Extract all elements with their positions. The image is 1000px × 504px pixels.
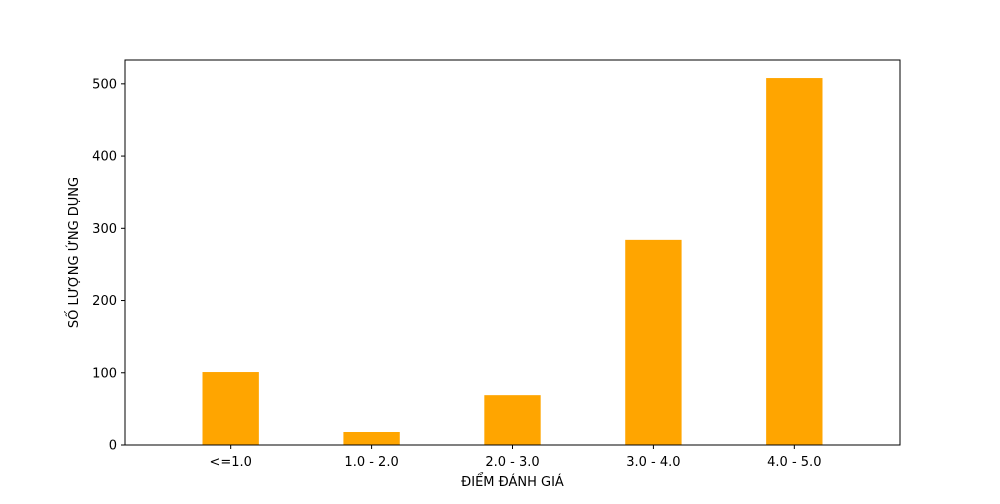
y-tick-label-0: 0: [109, 439, 117, 454]
x-tick-label-2: 2.0 - 3.0: [485, 455, 539, 470]
y-axis-label: SỐ LƯỢNG ỨNG DỤNG: [65, 177, 82, 328]
y-tick-label-2: 200: [92, 294, 117, 309]
x-tick-label-4: 4.0 - 5.0: [767, 455, 821, 470]
y-tick-label-4: 400: [92, 150, 117, 165]
bar-3: [625, 239, 682, 445]
bar-0: [202, 372, 259, 445]
y-tick-label-5: 500: [92, 77, 117, 92]
x-tick-label-0: <=1.0: [209, 455, 251, 470]
bar-4: [766, 78, 823, 445]
bar-1: [343, 431, 400, 445]
y-tick-label-1: 100: [92, 366, 117, 381]
y-axis-ticks: 0 100 200 300 400 500: [92, 77, 125, 454]
y-tick-label-3: 300: [92, 222, 117, 237]
x-tick-label-3: 3.0 - 4.0: [626, 455, 680, 470]
x-axis-label: ĐIỂM ĐÁNH GIÁ: [461, 473, 564, 490]
bars-layer: [202, 78, 823, 445]
plot-frame: [124, 59, 901, 446]
bar-2: [484, 395, 541, 445]
x-tick-label-1: 1.0 - 2.0: [344, 455, 398, 470]
x-axis-ticks: <=1.0 1.0 - 2.0 2.0 - 3.0 3.0 - 4.0 4.0 - 5.…: [209, 445, 821, 470]
